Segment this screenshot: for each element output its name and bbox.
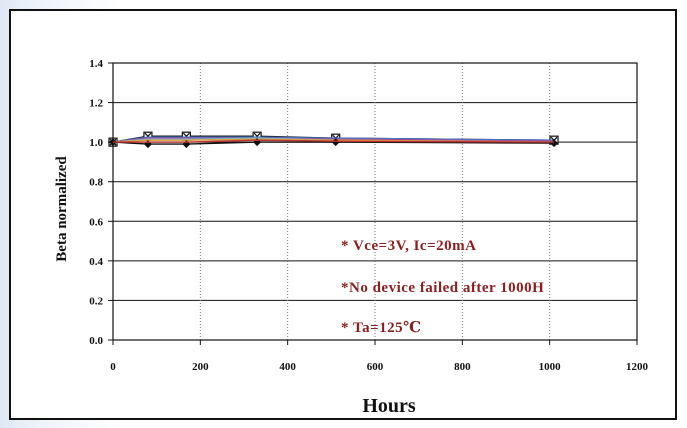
x-tick-label: 600 <box>367 361 384 373</box>
y-tick-label: 1.0 <box>89 137 103 149</box>
x-axis-label: Hours <box>362 395 416 417</box>
plot-area-border <box>112 62 638 341</box>
chart-frame: 0.0 0.2 0.4 0.6 0.8 1.0 1.2 1.4 0 200 400 600 800 100… <box>9 9 677 420</box>
data-point-diamond <box>182 140 191 149</box>
tick-labels: 0.0 0.2 0.4 0.6 0.8 1.0 1.2 1.4 0 200 400 600 800 100… <box>89 58 648 373</box>
x-tick-label: 800 <box>454 361 471 373</box>
data-point-diamond <box>143 140 152 149</box>
x-tick-label: 200 <box>192 361 209 373</box>
series-line-2 <box>112 136 555 143</box>
series-line-6 <box>112 141 555 145</box>
y-tick-label: 0.8 <box>89 177 103 189</box>
x-tick-label: 1000 <box>539 361 562 373</box>
series-group <box>108 131 559 149</box>
y-tick-label: 0.4 <box>89 256 103 268</box>
x-tick-label: 400 <box>279 361 296 373</box>
y-tick-label: 1.4 <box>89 58 103 70</box>
data-point-diamond <box>550 139 559 148</box>
annotation-no-failures: *No device failed after 1000H <box>341 280 544 296</box>
y-tick-label: 0.2 <box>89 295 103 307</box>
y-tick-label: 1.2 <box>89 98 103 110</box>
x-tick-label: 0 <box>110 361 116 373</box>
data-point-diamond <box>253 138 262 147</box>
x-tick-label: 1200 <box>626 361 649 373</box>
y-tick-label: 0.6 <box>89 216 103 228</box>
series-line-5 <box>112 138 555 143</box>
annotation-conditions: * Vce=3V, Ic=20mA <box>341 238 476 254</box>
series-line-7 <box>113 139 555 143</box>
y-axis-label: Beta normalized <box>54 156 70 262</box>
data-point-diamond <box>331 138 340 147</box>
beta-vs-hours-chart: 0.0 0.2 0.4 0.6 0.8 1.0 1.2 1.4 0 200 400 600 800 100… <box>54 58 649 417</box>
annotation-temperature: * Ta=125℃ <box>341 320 422 336</box>
y-tick-label: 0.0 <box>89 335 103 347</box>
grid <box>108 62 638 345</box>
